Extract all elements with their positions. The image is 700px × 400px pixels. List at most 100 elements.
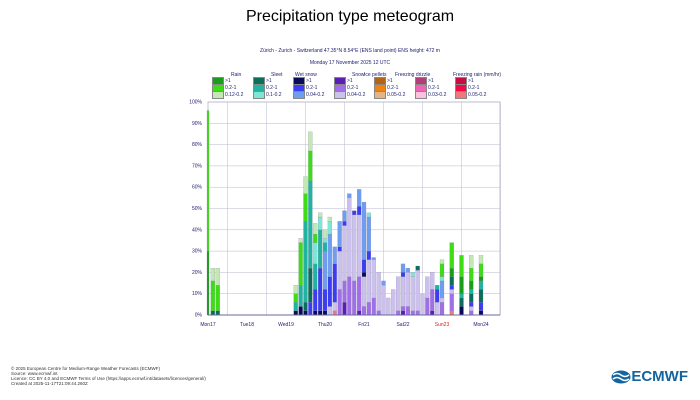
bar-segment-s2: [313, 263, 318, 290]
bar-segment-n3: [439, 297, 445, 303]
legend-label: >1: [266, 78, 272, 84]
footer-copyright: © 2025 European Centre for Medium-Range …: [11, 366, 161, 371]
bar-segment-r1: [469, 280, 474, 290]
footer-licence: Licence: CC BY 4.0 and ECMWF Terms of Us…: [11, 376, 206, 381]
bar-segment-r3: [210, 268, 215, 282]
bar-segment-s3: [318, 216, 323, 230]
bar-segment-r1: [459, 276, 464, 294]
bar-segment-n3: [405, 272, 410, 307]
y-tick-label: 30%: [192, 249, 203, 255]
bar-segment-n2: [366, 302, 371, 316]
bar-segment-s1: [459, 297, 464, 307]
bar-segment-r2: [439, 263, 445, 277]
bar-segment-n2: [352, 280, 357, 316]
footer: © 2025 European Centre for Medium-Range …: [11, 366, 206, 386]
bar-segment-w3: [400, 263, 406, 273]
bar-segment-w2: [435, 289, 440, 303]
bar-segment-n2: [400, 306, 406, 311]
bar-segment-w1: [298, 306, 303, 316]
bar-segment-n2: [396, 310, 401, 316]
bar-segment-w3: [439, 280, 445, 299]
bar-segment-n2: [469, 310, 474, 316]
ecmwf-logo-icon: [611, 370, 631, 383]
legend-group-title: Freezing drizzle: [395, 72, 431, 78]
legend-label: 0.05-0.2: [468, 92, 487, 98]
legend-item: 0.1-0.2: [253, 91, 282, 99]
legend-swatch: [415, 91, 427, 99]
bar-segment-r3: [318, 212, 323, 218]
ecmwf-logo-text: ECMWF: [631, 368, 688, 385]
bar-segment-n2: [361, 306, 367, 316]
y-tick-label: 100%: [189, 100, 202, 106]
bar-segment-s1: [303, 302, 308, 311]
date-subtitle: Monday 17 November 2025 12 UTC: [309, 60, 391, 66]
legend-group-title: Freezing rain (mm/hr): [453, 72, 502, 78]
legend-swatch: [374, 91, 386, 99]
bar-segment-n3: [342, 225, 347, 282]
bar-segment-s3: [439, 276, 445, 282]
bar-segment-w1: [322, 310, 328, 316]
bar-segment-w2: [342, 221, 347, 226]
bar-segment-s2: [293, 302, 298, 311]
bar-segment-r2: [469, 268, 474, 282]
bar-segment-s3: [410, 272, 415, 277]
legend-label: 0.04-0.2: [306, 92, 325, 98]
bar-segment-r1: [206, 251, 210, 316]
legend-label: 0.03-0.2: [428, 92, 447, 98]
bar-segment-r2: [298, 242, 303, 286]
x-tick-label: Tue18: [240, 322, 254, 328]
page-title: Precipitation type meteogram: [245, 8, 455, 25]
bar-segment-r2: [293, 293, 298, 303]
bar-segment-w1: [293, 310, 298, 316]
bar-segment-s2: [303, 221, 308, 303]
bar-segment-s2: [298, 285, 303, 307]
legend-label: 0.2-1: [347, 85, 359, 91]
bar-segment-r3: [313, 223, 318, 235]
bar-segment-w2: [332, 263, 337, 303]
bar-segment-n3: [396, 276, 401, 311]
bar-segment-w2: [313, 289, 318, 311]
x-tick-label: Mon17: [200, 322, 216, 328]
bar-segment-w3: [381, 280, 386, 286]
bar-segment-s2: [469, 289, 474, 294]
legend-label: >1: [347, 78, 353, 84]
bar-segment-n3: [420, 293, 425, 316]
bar-segment-n3: [366, 259, 371, 303]
y-tick-label: 10%: [192, 291, 203, 297]
bar-segment-n3: [386, 297, 391, 316]
bar-segment-r3: [478, 255, 484, 264]
footer-created: Created at 2025-11-17T21:09:44.260Z: [11, 381, 88, 386]
bar-segment-w2: [366, 251, 371, 260]
bar-segment-r2: [313, 233, 318, 243]
bar-segment-r2: [215, 285, 220, 311]
bar-segment-w2: [357, 206, 362, 215]
legend-group-title: Rain: [231, 72, 242, 78]
legend-item: 0.03-0.2: [415, 91, 446, 99]
bar-segment-w2: [327, 276, 332, 307]
legend-swatch: [253, 91, 265, 99]
bar-segment-s3: [322, 238, 328, 243]
bar-segment-n2: [425, 297, 430, 316]
bar-segment-w3: [327, 233, 332, 277]
bar-segment-r2: [478, 263, 484, 277]
legend-label: 0.2-1: [468, 85, 480, 91]
bar-segment-s1: [308, 268, 313, 303]
bar-segment-n2: [342, 280, 347, 303]
bar-segment-w3: [332, 246, 337, 264]
bar-segment-r2: [459, 255, 464, 277]
legend-group-title: Snow: [352, 72, 365, 78]
bar-segment-n2: [449, 293, 454, 311]
x-tick-label: Sun23: [435, 322, 450, 328]
legend-label: >1: [387, 78, 393, 84]
bar-segment-w3: [405, 268, 410, 273]
legend-label: 0.2-1: [225, 85, 237, 91]
bar-segment-n3: [381, 285, 386, 316]
bar-segment-r3: [439, 259, 445, 264]
bar-segment-r3: [327, 216, 332, 222]
x-tick-label: Wed19: [278, 322, 294, 328]
bar-segment-r2: [308, 150, 313, 181]
bar-segment-n3: [435, 302, 440, 316]
legend-swatch: [293, 91, 305, 99]
bar-segment-w2: [308, 302, 313, 316]
bar-segment-w2: [361, 259, 367, 273]
